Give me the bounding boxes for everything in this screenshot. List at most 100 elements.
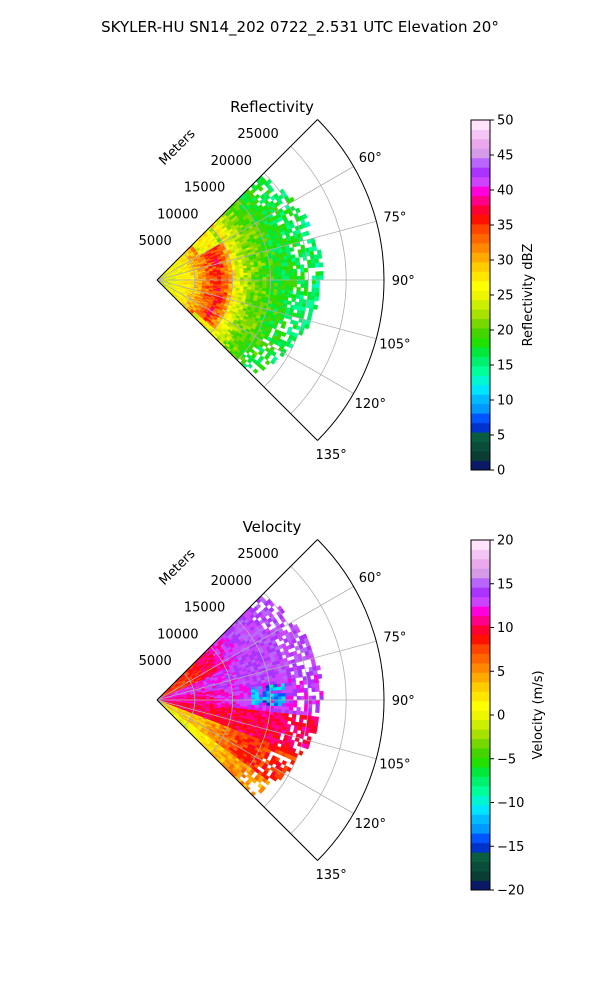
radar-gate-cell — [239, 695, 245, 699]
radar-gate-cell — [269, 285, 275, 290]
radar-gate-cell — [292, 710, 297, 715]
radar-gate-cell — [273, 282, 279, 287]
colorbar-tick-label: 0 — [497, 464, 505, 479]
radar-gate-cell — [277, 706, 282, 711]
radar-gate-cell — [262, 271, 267, 275]
radar-gate-cell — [284, 706, 290, 711]
radar-gate-cell — [281, 279, 286, 284]
radar-gate-cell — [228, 275, 233, 279]
reflectivity-title: Reflectivity — [230, 98, 314, 116]
radar-gate-cell — [254, 274, 260, 278]
radar-gate-cell — [255, 699, 260, 703]
radar-gate-cell — [311, 287, 316, 293]
radar-gate-cell — [280, 686, 286, 691]
radar-gate-cell — [281, 286, 286, 291]
colorbar-swatch — [471, 606, 490, 617]
radar-gate-cell — [257, 186, 264, 192]
radar-gate-cell — [266, 279, 271, 284]
radar-gate-cell — [270, 702, 275, 707]
radar-gate-cell — [270, 699, 275, 704]
radar-gate-cell — [315, 279, 320, 285]
radar-gate-cell — [281, 696, 286, 701]
radar-gate-cell — [232, 275, 237, 279]
velocity-panel: Velocity Meters 60°75°90°105°120°135°500… — [139, 518, 415, 883]
radar-gate-cell — [268, 186, 275, 193]
velocity-data-field — [156, 595, 324, 797]
radar-gate-cell — [286, 300, 292, 306]
radar-gate-cell — [258, 696, 264, 701]
edge-spine — [156, 539, 318, 701]
radar-gate-cell — [311, 279, 317, 285]
radar-gate-cell — [255, 603, 262, 610]
colorbar-tick-label: 20 — [497, 534, 514, 549]
radar-gate-cell — [293, 279, 298, 284]
reflectivity-tick-labels: 60°75°90°105°120°135°5000100001500020000… — [139, 127, 415, 463]
azimuth-gridline — [156, 699, 377, 760]
radar-gate-cell — [264, 779, 271, 786]
radial-tick-label: 10000 — [157, 627, 198, 642]
radar-gate-cell — [314, 262, 320, 268]
radar-gate-cell — [284, 265, 290, 271]
colorbar-swatch — [471, 205, 490, 215]
colorbar-swatch — [471, 347, 490, 357]
radar-gate-cell — [292, 283, 298, 288]
colorbar-swatch — [471, 280, 490, 291]
radar-gate-cell — [284, 709, 290, 715]
colorbar-swatch — [471, 568, 490, 579]
radar-gate-cell — [239, 275, 245, 279]
radar-gate-cell — [300, 275, 305, 281]
radar-gate-cell — [254, 282, 260, 286]
radar-gate-cell — [303, 267, 309, 273]
azimuth-gridline — [156, 586, 354, 701]
radar-gate-cell — [273, 690, 279, 695]
radar-gate-cell — [289, 279, 294, 284]
radar-gate-cell — [312, 245, 318, 252]
colorbar-swatch — [471, 129, 490, 140]
radar-gate-cell — [296, 695, 302, 701]
radar-gate-cell — [285, 279, 290, 284]
radar-gate-cell — [300, 272, 305, 277]
radar-gate-cell — [308, 699, 313, 705]
radar-gate-cell — [284, 289, 290, 295]
colorbar-swatch — [471, 299, 490, 310]
radial-tick-label: 5000 — [139, 654, 172, 669]
colorbar-swatch — [471, 596, 490, 607]
radar-gate-cell — [251, 272, 256, 276]
radar-gate-cell — [288, 703, 294, 708]
colorbar-swatch — [471, 748, 490, 758]
radar-gate-cell — [258, 694, 264, 698]
radar-gate-cell — [310, 295, 316, 301]
radar-gate-cell — [311, 263, 316, 269]
colorbar-swatch — [471, 214, 490, 225]
radar-gate-cell — [311, 283, 317, 289]
radar-gate-cell — [291, 297, 297, 303]
radar-gate-cell — [266, 270, 271, 275]
radar-gate-cell — [277, 686, 282, 691]
radar-gate-cell — [262, 694, 267, 698]
radar-gate-cell — [299, 714, 304, 720]
radar-gate-cell — [277, 279, 283, 284]
radar-gate-cell — [299, 711, 305, 716]
radar-gate-cell — [266, 705, 271, 710]
radar-gate-cell — [224, 695, 230, 699]
radar-gate-cell — [300, 279, 305, 285]
radar-gate-cell — [309, 250, 315, 256]
radar-gate-cell — [284, 685, 290, 691]
radar-gate-cell — [310, 715, 316, 721]
colorbar-swatch — [471, 757, 490, 768]
radar-gate-cell — [277, 774, 284, 781]
radar-gate-cell — [303, 707, 309, 713]
radar-gate-cell — [312, 728, 318, 735]
colorbar-swatch — [471, 441, 490, 452]
radar-gate-cell — [300, 695, 305, 701]
radar-gate-cell — [266, 699, 271, 704]
radar-gate-cell — [266, 690, 271, 695]
reflectivity-radial-axis-label: Meters — [157, 126, 199, 168]
radar-gate-cell — [268, 606, 275, 613]
radar-gate-cell — [273, 270, 279, 275]
edge-spine — [156, 279, 318, 441]
colorbar-tick-label: 5 — [497, 429, 505, 444]
colorbar-tick-label: 5 — [497, 665, 505, 680]
radar-gate-cell — [296, 287, 301, 292]
